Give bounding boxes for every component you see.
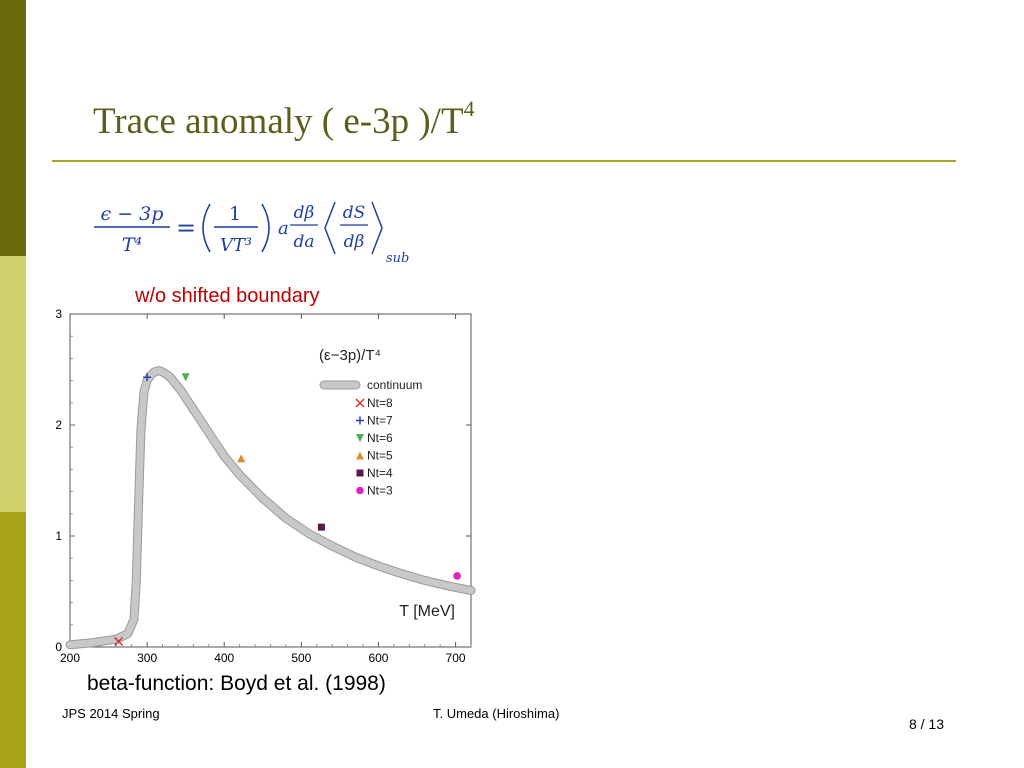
legend-marker (356, 486, 364, 495)
formula-left-paren (202, 203, 211, 253)
x-tick-label: 500 (291, 651, 311, 665)
x-tick-label: 300 (137, 651, 157, 665)
trace-anomaly-formula: ϵ − 3p T⁴ = 1 VT³ a dβ da dS dβ sub (94, 201, 409, 266)
formula-dbeta: dβ (294, 203, 315, 223)
legend-marker (356, 434, 364, 442)
footer-left: JPS 2014 Spring (62, 706, 160, 721)
formula-da: da (293, 232, 314, 252)
legend-label: Nt=8 (367, 396, 393, 410)
formula-ds: dS (343, 203, 366, 223)
legend-label: Nt=3 (367, 484, 393, 498)
slide-title: Trace anomaly ( e-3p )/T4 (93, 96, 475, 143)
legend-label: Nt=4 (367, 466, 393, 480)
y-tick-label: 0 (55, 640, 62, 654)
title-divider (52, 160, 956, 162)
series-continuum-line (66, 367, 475, 649)
formula-right-angle (371, 201, 383, 255)
x-tick-label: 700 (446, 651, 466, 665)
data-point-nt-3 (453, 572, 461, 580)
formula-equals: = (176, 214, 196, 242)
data-point-nt-4 (317, 523, 325, 531)
y-tick-label: 1 (55, 529, 62, 543)
data-point-nt-8 (114, 636, 124, 646)
sidebar-segment-dark (0, 0, 26, 256)
legend-marker (356, 416, 364, 425)
legend-marker-stroke (355, 398, 365, 408)
chart-title: (ε−3p)/T⁴ (319, 347, 381, 364)
plot-caption: beta-function: Boyd et al. (1998) (87, 672, 386, 695)
legend-label: Nt=7 (367, 414, 393, 428)
x-tick-label: 200 (60, 651, 80, 665)
formula-a: a (278, 218, 289, 239)
x-tick-label: 600 (368, 651, 388, 665)
y-tick-label: 2 (55, 418, 62, 432)
formula-sub: sub (386, 251, 409, 266)
y-tick-label: 3 (55, 307, 62, 321)
legend-marker (355, 398, 365, 408)
sidebar-segment-light (0, 256, 26, 512)
data-point-nt-5 (237, 454, 246, 463)
formula-vt3: VT³ (220, 235, 252, 256)
x-tick-label: 400 (214, 651, 234, 665)
footer-center: T. Umeda (Hiroshima) (433, 706, 560, 721)
legend-label: Nt=6 (367, 431, 393, 445)
plot-subtitle: w/o shifted boundary (135, 285, 320, 307)
data-point-nt-6 (181, 373, 190, 382)
formula-lhs-numerator: ϵ − 3p (101, 203, 164, 225)
legend-label: Nt=5 (367, 449, 393, 463)
legend-marker (356, 469, 364, 477)
sidebar-decoration (0, 0, 26, 768)
legend-label: continuum (367, 378, 422, 392)
data-point-nt-7 (143, 373, 152, 382)
page-number: 8 / 13 (908, 716, 944, 732)
formula-dbeta2: dβ (344, 232, 365, 252)
trace-anomaly-chart: 200 300 400 500 600 700 0 1 2 3 (ε−3p)/T⁴ continuum… (55, 307, 476, 665)
slide-title-text: Trace anomaly ( e-3p )/T (93, 101, 464, 142)
formula-lhs-denominator: T⁴ (122, 234, 142, 256)
formula-one: 1 (229, 203, 241, 225)
formula-right-paren (261, 203, 270, 253)
slide-title-superscript: 4 (463, 96, 475, 121)
sidebar-segment-mid (0, 512, 26, 768)
legend-marker (356, 451, 364, 460)
data-point-nt-8-stroke (114, 636, 124, 646)
x-axis-label: T [MeV] (399, 603, 455, 620)
formula-left-angle (324, 201, 336, 255)
plot-frame (69, 313, 472, 648)
